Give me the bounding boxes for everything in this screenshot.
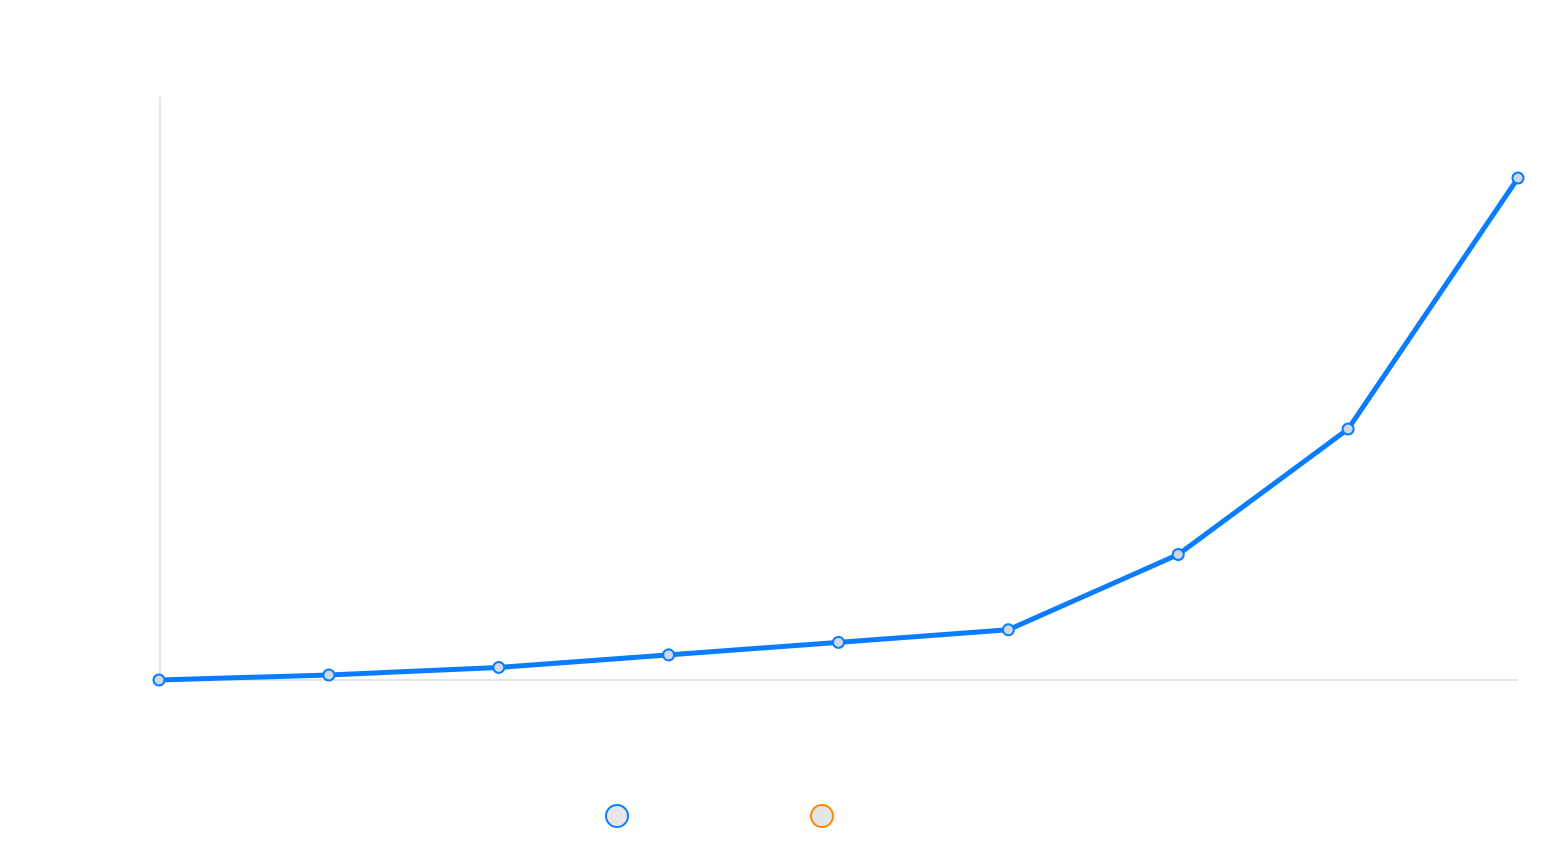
data-point-8[interactable]: [1511, 171, 1525, 185]
series-line-0: [156, 175, 1521, 683]
data-point-0[interactable]: [152, 673, 166, 687]
data-point-1[interactable]: [322, 668, 336, 682]
data-point-6[interactable]: [1171, 548, 1185, 561]
legend-marker-1[interactable]: [810, 804, 834, 828]
data-point-2[interactable]: [492, 660, 506, 674]
data-point-4[interactable]: [832, 635, 845, 649]
data-point-7[interactable]: [1341, 422, 1355, 436]
data-point-3[interactable]: [662, 648, 676, 662]
legend-marker-0[interactable]: [605, 804, 629, 828]
legend: [605, 804, 834, 828]
series-layer: [152, 171, 1525, 687]
data-point-5[interactable]: [1001, 623, 1015, 637]
